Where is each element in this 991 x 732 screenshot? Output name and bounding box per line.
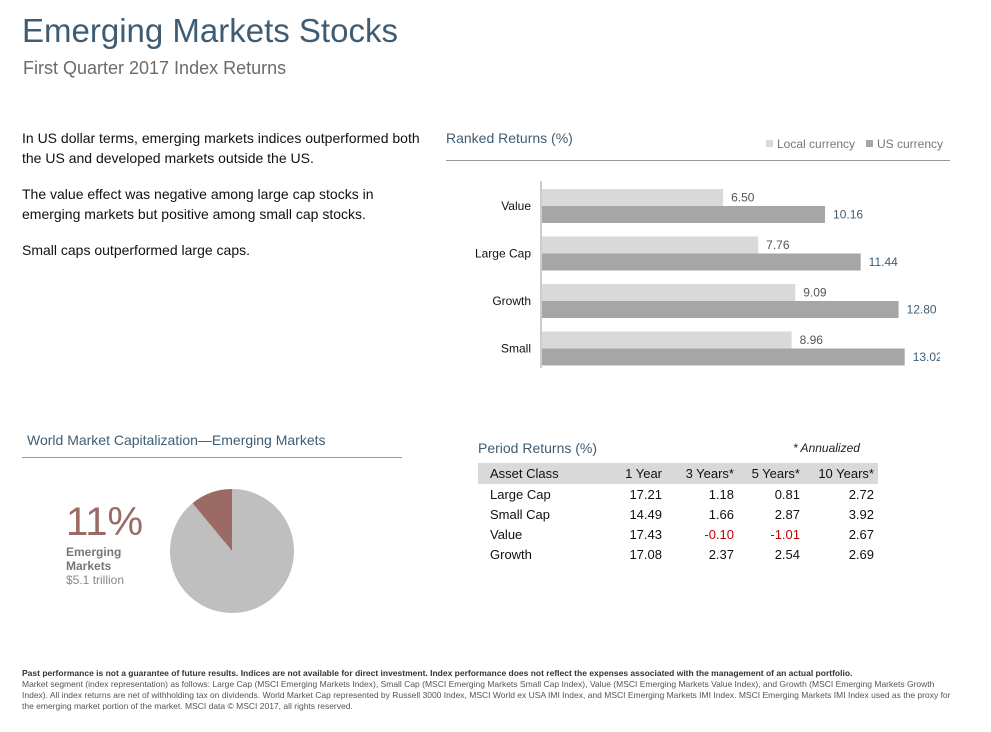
- bullet-2: The value effect was negative among larg…: [22, 186, 374, 222]
- bullet-1: In US dollar terms, emerging markets ind…: [22, 130, 420, 166]
- bar-local-growth: [542, 284, 796, 301]
- bullet-3: Small caps outperformed large caps.: [22, 242, 250, 258]
- category-label: Growth: [492, 294, 531, 308]
- disclaimer: Past performance is not a guarantee of f…: [22, 668, 962, 712]
- bar-us-small: [542, 348, 905, 366]
- header-10-years: 10 Years*: [800, 463, 878, 484]
- legend-local-swatch: [766, 140, 773, 148]
- category-label: Large Cap: [475, 247, 531, 261]
- data-label: 6.50: [731, 191, 755, 205]
- pie-slice-emerging: [192, 489, 232, 551]
- disclaimer-bold: Past performance is not a guarantee of f…: [22, 668, 853, 678]
- data-label: 12.80: [907, 303, 937, 317]
- table-cell: 1.18: [708, 486, 734, 502]
- table-cell: 17.43: [629, 526, 662, 542]
- table-cell: Value: [490, 526, 523, 542]
- table-row: Value 17.43 -0.10 -1.01 2.67: [478, 524, 878, 544]
- bar-local-small: [542, 331, 792, 349]
- data-label: 7.76: [766, 238, 790, 252]
- world-market-cap-title: World Market Capitalization—Emerging Mar…: [27, 432, 326, 448]
- header-1-year: 1 Year: [600, 463, 662, 484]
- emerging-value: $5.1 trillion: [66, 573, 125, 587]
- world-market-cap-divider: [22, 457, 402, 458]
- category-label: Small: [501, 342, 531, 356]
- table-cell: Large Cap: [490, 486, 551, 502]
- table-cell: 2.37: [708, 546, 734, 562]
- table-cell: 0.81: [774, 486, 800, 502]
- table-cell: 17.08: [629, 546, 662, 562]
- table-cell: 14.49: [629, 506, 662, 522]
- header-3-years: 3 Years*: [662, 463, 734, 484]
- pie-slice-rest: [170, 489, 294, 613]
- data-label: 11.44: [869, 255, 898, 269]
- table-cell: 2.69: [848, 546, 874, 562]
- ranked-returns-title: Ranked Returns (%): [446, 130, 573, 146]
- legend-us-label: US currency: [877, 137, 944, 151]
- emerging-label: Emerging Markets: [66, 545, 122, 573]
- data-label: 9.09: [803, 286, 827, 300]
- table-cell: 2.67: [848, 526, 874, 542]
- category-label: Value: [501, 199, 531, 213]
- page-title: Emerging Markets Stocks: [22, 12, 398, 49]
- header-asset-class: Asset Class: [478, 463, 600, 484]
- data-label: 8.96: [800, 333, 824, 347]
- table-cell: -0.10: [704, 526, 734, 542]
- ranked-divider: [446, 160, 950, 161]
- table-row: Growth 17.08 2.37 2.54 2.69: [478, 544, 878, 564]
- table-header-row: Asset Class 1 Year 3 Years* 5 Years* 10 …: [478, 463, 878, 484]
- bar-local-value: [542, 189, 724, 206]
- table-cell: 1.66: [708, 506, 734, 522]
- summary-text: In US dollar terms, emerging markets ind…: [22, 128, 422, 276]
- data-label: 13.02: [913, 350, 940, 364]
- table-cell: 2.54: [774, 546, 800, 562]
- table-cell: 3.92: [848, 506, 874, 522]
- table-cell: 17.21: [629, 486, 662, 502]
- table-cell: Growth: [490, 546, 532, 562]
- bar-us-growth: [542, 301, 899, 318]
- ranked-returns-chart: Value 6.50 10.16 Large Cap 7.76 11.44 Growth 9.…: [475, 181, 940, 368]
- period-returns-title: Period Returns (%): [478, 440, 598, 456]
- emerging-percent: 11%: [66, 500, 144, 544]
- table-row: Small Cap 14.49 1.66 2.87 3.92: [478, 504, 878, 524]
- legend-us-swatch: [866, 140, 873, 148]
- table-cell: -1.01: [770, 526, 800, 542]
- bar-local-large-cap: [542, 236, 759, 254]
- legend-local-label: Local currency: [777, 137, 856, 151]
- table-row: Large Cap 17.21 1.18 0.81 2.72: [478, 484, 878, 504]
- table-cell: 2.87: [774, 506, 800, 522]
- legend-us: US currency: [866, 137, 943, 151]
- bar-us-value: [542, 206, 826, 223]
- legend-local: Local currency: [766, 137, 855, 151]
- data-label: 10.16: [833, 208, 863, 222]
- header-5-years: 5 Years*: [734, 463, 800, 484]
- annualized-note: * Annualized: [793, 441, 860, 455]
- table-cell: 2.72: [848, 486, 874, 502]
- table-cell: Small Cap: [490, 506, 550, 522]
- bar-us-large-cap: [542, 253, 861, 271]
- market-cap-pie: [170, 489, 294, 613]
- disclaimer-text: Market segment (index representation) as…: [22, 679, 951, 711]
- period-returns-table: Asset Class 1 Year 3 Years* 5 Years* 10 …: [478, 463, 878, 564]
- page-subtitle: First Quarter 2017 Index Returns: [23, 58, 287, 78]
